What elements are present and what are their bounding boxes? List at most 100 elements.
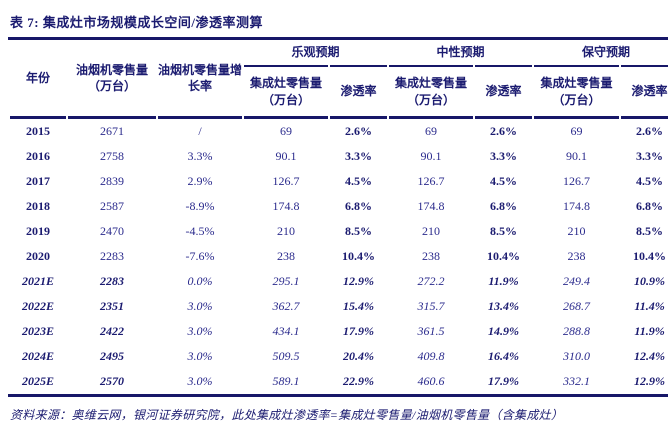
source-note: 资料来源：奥维云网，银河证券研究院，此处集成灶渗透率=集成灶零售量/油烟机零售量… (10, 408, 564, 422)
cell-penetration-neutral: 16.4% (488, 349, 520, 363)
cell-stove-sales-neutral: 210 (422, 224, 441, 238)
col-header-stove-sales-optimistic: 集成灶零售量（万台） (244, 65, 328, 119)
cell-penetration-neutral: 3.3% (490, 149, 518, 163)
cell-hood-growth: 3.3% (187, 149, 213, 163)
col-header-stove-sales-conservative: 集成灶零售量（万台） (534, 65, 620, 119)
cell-hood-sales: 2283 (100, 274, 124, 288)
cell-penetration-optimistic: 6.8% (345, 199, 372, 213)
col-header-penetration-optimistic: 渗透率 (330, 65, 388, 119)
cell-hood-sales: 2839 (100, 174, 124, 188)
cell-penetration-conservative: 12.9% (634, 374, 666, 388)
cell-penetration-conservative: 10.4% (633, 249, 667, 263)
table-row: 2025E 2570 3.0% 589.1 22.9% 460.6 17.9% … (10, 369, 668, 394)
cell-stove-sales-conservative: 90.1 (566, 149, 588, 163)
cell-stove-sales-optimistic: 126.7 (272, 174, 300, 188)
cell-penetration-optimistic: 8.5% (345, 224, 372, 238)
cell-stove-sales-conservative: 126.7 (563, 174, 591, 188)
cell-year: 2018 (26, 199, 50, 213)
cell-penetration-conservative: 10.9% (634, 274, 666, 288)
cell-penetration-conservative: 2.6% (636, 124, 664, 138)
cell-penetration-neutral: 8.5% (490, 224, 518, 238)
table-row: 2017 2839 2.9% 126.7 4.5% 126.7 4.5% 126… (10, 169, 668, 194)
cell-stove-sales-neutral: 409.8 (417, 349, 445, 363)
cell-penetration-conservative: 12.4% (634, 349, 666, 363)
cell-penetration-neutral: 2.6% (490, 124, 518, 138)
cell-stove-sales-neutral: 69 (425, 124, 438, 138)
cell-penetration-neutral: 10.4% (487, 249, 521, 263)
cell-stove-sales-conservative: 288.8 (563, 324, 591, 338)
cell-penetration-optimistic: 3.3% (345, 149, 372, 163)
table-row: 2024E 2495 3.0% 509.5 20.4% 409.8 16.4% … (10, 344, 668, 369)
cell-stove-sales-optimistic: 210 (277, 224, 295, 238)
cell-penetration-conservative: 3.3% (636, 149, 664, 163)
cell-stove-sales-optimistic: 90.1 (275, 149, 297, 163)
table-row: 2015 2671 / 69 2.6% 69 2.6% 69 2.6% (10, 119, 668, 144)
table-row: 2023E 2422 3.0% 434.1 17.9% 361.5 14.9% … (10, 319, 668, 344)
col-group-optimistic: 乐观预期 (291, 45, 340, 60)
cell-stove-sales-neutral: 90.1 (420, 149, 442, 163)
cell-stove-sales-optimistic: 174.8 (272, 199, 300, 213)
cell-stove-sales-conservative: 268.7 (563, 299, 591, 313)
cell-hood-growth: 3.0% (187, 349, 213, 363)
cell-hood-sales: 2671 (100, 124, 124, 138)
table-row: 2016 2758 3.3% 90.1 3.3% 90.1 3.3% 90.1 … (10, 144, 668, 169)
col-header-year: 年份 (10, 40, 66, 119)
table-row: 2018 2587 -8.9% 174.8 6.8% 174.8 6.8% 17… (10, 194, 668, 219)
cell-year: 2024E (21, 349, 54, 363)
cell-year: 2022E (21, 299, 54, 313)
cell-stove-sales-optimistic: 589.1 (272, 374, 300, 388)
cell-stove-sales-conservative: 69 (570, 124, 583, 138)
cell-hood-growth: 2.9% (187, 174, 213, 188)
table-body: 2015 2671 / 69 2.6% 69 2.6% 69 2.6% 2016… (10, 119, 668, 394)
cell-penetration-neutral: 6.8% (490, 199, 518, 213)
col-header-penetration-conservative: 渗透率 (621, 65, 668, 119)
cell-stove-sales-conservative: 332.1 (563, 374, 591, 388)
cell-hood-growth: 0.0% (187, 274, 213, 288)
cell-year: 2020 (26, 249, 50, 263)
cell-stove-sales-neutral: 460.6 (417, 374, 445, 388)
cell-year: 2025E (21, 374, 54, 388)
cell-stove-sales-neutral: 272.2 (417, 274, 445, 288)
data-table: 年份 油烟机零售量（万台） 油烟机零售量增长率 乐观预期 中性预期 保守预期 集… (8, 37, 668, 397)
cell-stove-sales-neutral: 238 (422, 249, 441, 263)
cell-stove-sales-optimistic: 295.1 (272, 274, 300, 288)
cell-stove-sales-neutral: 361.5 (417, 324, 445, 338)
table-row: 2022E 2351 3.0% 362.7 15.4% 315.7 13.4% … (10, 294, 668, 319)
cell-penetration-optimistic: 20.4% (343, 349, 374, 363)
cell-hood-sales: 2283 (100, 249, 124, 263)
cell-stove-sales-optimistic: 362.7 (272, 299, 300, 313)
cell-penetration-neutral: 17.9% (488, 374, 520, 388)
table-row: 2021E 2283 0.0% 295.1 12.9% 272.2 11.9% … (10, 269, 668, 294)
cell-stove-sales-neutral: 174.8 (417, 199, 445, 213)
cell-hood-sales: 2422 (100, 324, 124, 338)
cell-penetration-conservative: 4.5% (636, 174, 664, 188)
cell-stove-sales-neutral: 315.7 (417, 299, 445, 313)
cell-penetration-optimistic: 17.9% (343, 324, 374, 338)
cell-penetration-optimistic: 22.9% (343, 374, 374, 388)
col-header-hood-sales: 油烟机零售量（万台） (68, 40, 156, 119)
cell-penetration-conservative: 6.8% (636, 199, 664, 213)
cell-penetration-conservative: 11.4% (634, 299, 665, 313)
cell-hood-growth: 3.0% (187, 324, 213, 338)
cell-stove-sales-optimistic: 238 (277, 249, 295, 263)
cell-hood-sales: 2570 (100, 374, 124, 388)
cell-hood-growth: -7.6% (185, 249, 215, 263)
cell-stove-sales-conservative: 310.0 (563, 349, 591, 363)
cell-year: 2017 (26, 174, 50, 188)
cell-year: 2016 (26, 149, 50, 163)
cell-hood-growth: / (198, 124, 202, 138)
header-sub-row: 集成灶零售量（万台） 渗透率 集成灶零售量（万台） 渗透率 集成灶零售量（万台）… (10, 65, 668, 119)
cell-penetration-optimistic: 12.9% (343, 274, 374, 288)
cell-hood-sales: 2495 (100, 349, 124, 363)
cell-stove-sales-optimistic: 509.5 (272, 349, 300, 363)
cell-penetration-optimistic: 4.5% (345, 174, 372, 188)
cell-hood-sales: 2470 (100, 224, 124, 238)
table-header: 年份 油烟机零售量（万台） 油烟机零售量增长率 乐观预期 中性预期 保守预期 集… (10, 40, 668, 119)
header-group-row: 年份 油烟机零售量（万台） 油烟机零售量增长率 乐观预期 中性预期 保守预期 (10, 40, 668, 119)
cell-hood-growth: -4.5% (185, 224, 215, 238)
cell-stove-sales-conservative: 174.8 (563, 199, 591, 213)
cell-stove-sales-conservative: 238 (567, 249, 586, 263)
report-table-page: 表 7: 集成灶市场规模成长空间/渗透率测算 年份 油烟机零售量（万台） 油烟机… (8, 15, 668, 422)
cell-stove-sales-conservative: 210 (567, 224, 586, 238)
cell-penetration-neutral: 14.9% (488, 324, 520, 338)
